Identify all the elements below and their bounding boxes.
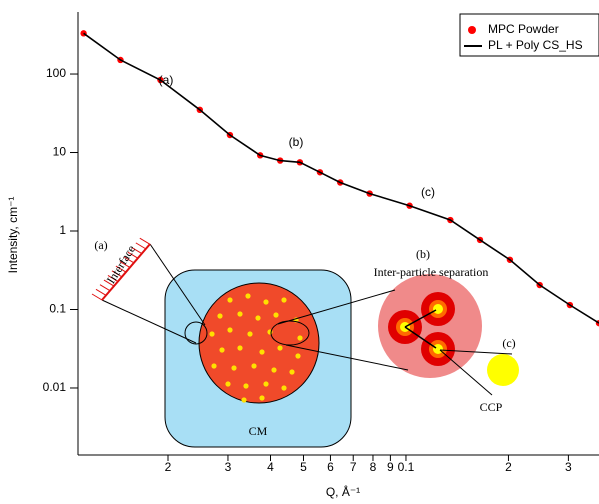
hatch-line xyxy=(139,237,151,245)
y-tick-label: 100 xyxy=(46,66,66,80)
x-tick-label: 5 xyxy=(300,460,307,474)
dot xyxy=(243,383,249,389)
ccp-circle xyxy=(487,354,519,386)
particle xyxy=(433,304,443,314)
legend-label: MPC Powder xyxy=(488,22,559,36)
series-line xyxy=(83,32,599,324)
x-tick-label: 0.1 xyxy=(398,460,415,474)
hatch-line xyxy=(103,279,115,287)
x-tick-label: 7 xyxy=(350,460,357,474)
dot xyxy=(251,363,257,369)
zoom-line xyxy=(439,349,513,355)
dot xyxy=(227,327,233,333)
dot xyxy=(245,293,251,299)
dot xyxy=(263,381,269,387)
hatch-line xyxy=(107,274,119,282)
separation-circle xyxy=(378,274,482,378)
inset-label: Inter-particle separation xyxy=(374,265,489,279)
annotation: (c) xyxy=(421,185,435,199)
dot xyxy=(225,381,231,387)
dot xyxy=(259,395,265,401)
x-tick-label: 6 xyxy=(327,460,334,474)
inset-label: CM xyxy=(249,424,268,438)
interface-zoom xyxy=(184,321,208,345)
x-tick-label: 3 xyxy=(565,460,572,474)
annotation: (a) xyxy=(159,73,174,87)
y-tick-label: 1 xyxy=(59,223,66,237)
inset-diagram xyxy=(91,237,519,448)
x-tick-label: 8 xyxy=(370,460,377,474)
inset-label: CCP xyxy=(480,400,503,414)
hatch-line xyxy=(135,242,147,250)
zoom-line xyxy=(277,289,396,325)
x-tick-label: 9 xyxy=(387,460,394,474)
zoom-line xyxy=(285,344,409,371)
dots xyxy=(209,293,303,403)
zoom-line xyxy=(101,299,197,344)
dot xyxy=(277,345,283,351)
dot xyxy=(231,365,237,371)
legend-label: PL + Poly CS_HS xyxy=(488,38,583,52)
zoom-line xyxy=(149,243,206,326)
hatch-line xyxy=(95,288,107,296)
particles xyxy=(388,292,455,366)
hatch xyxy=(91,237,151,301)
hatch-line xyxy=(91,293,103,301)
x-tick-label: 4 xyxy=(267,460,274,474)
inset-label: (b) xyxy=(416,247,430,261)
dot xyxy=(281,385,287,391)
particle xyxy=(433,344,443,354)
arrow xyxy=(404,326,437,349)
dot xyxy=(211,363,217,369)
dot xyxy=(255,315,261,321)
zoom-line xyxy=(439,349,493,396)
dot xyxy=(237,345,243,351)
hatch-line xyxy=(99,284,111,292)
hatch-line xyxy=(111,270,123,278)
hatch-line xyxy=(119,261,131,268)
y-tick-label: 0.1 xyxy=(49,302,66,316)
dot xyxy=(295,353,301,359)
y-tick-label: 10 xyxy=(53,145,67,159)
dot xyxy=(227,297,233,303)
hatch-line xyxy=(127,251,139,259)
hatch-line xyxy=(131,247,143,254)
dot xyxy=(281,297,287,303)
particle-cluster xyxy=(198,282,320,404)
annotation: (b) xyxy=(289,135,304,149)
x-tick-label: 2 xyxy=(165,460,172,474)
x-axis-title: Q, Å⁻¹ xyxy=(326,484,360,499)
x-tick-label: 3 xyxy=(225,460,232,474)
x-tick-label: 2 xyxy=(505,460,512,474)
legend-marker xyxy=(468,26,476,34)
dot xyxy=(273,312,279,318)
hatch-line xyxy=(115,265,127,273)
dot xyxy=(217,313,223,319)
dot xyxy=(247,331,253,337)
y-axis-title: Intensity, cm⁻¹ xyxy=(6,197,20,274)
inset-label: (c) xyxy=(502,336,515,350)
arrow xyxy=(404,309,437,328)
hatch-line xyxy=(123,256,135,264)
dot xyxy=(263,299,269,305)
y-tick-label: 0.01 xyxy=(43,380,67,394)
inset-label: (a) xyxy=(94,238,107,252)
dot xyxy=(237,311,243,317)
dot xyxy=(289,369,295,375)
dot xyxy=(271,367,277,373)
legend-box xyxy=(459,13,599,57)
dot xyxy=(259,349,265,355)
dot xyxy=(219,347,225,353)
dot xyxy=(241,397,247,403)
dot xyxy=(297,335,303,341)
interface-line xyxy=(101,243,151,301)
dot xyxy=(209,331,215,337)
